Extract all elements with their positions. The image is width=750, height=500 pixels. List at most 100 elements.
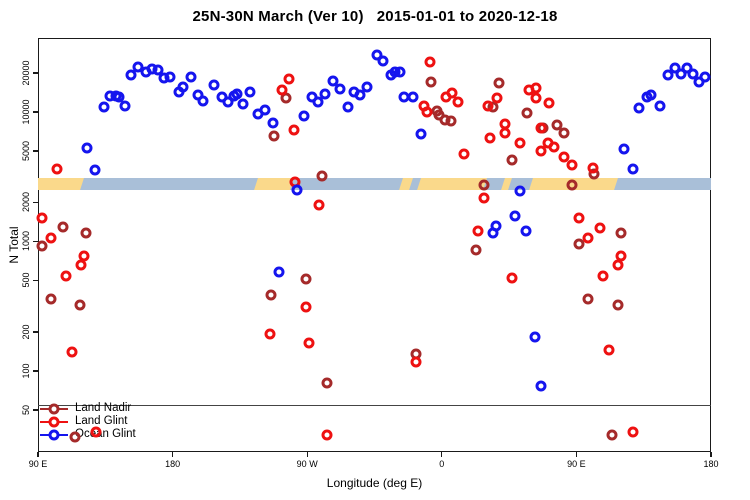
legend-item-ocean-glint: Ocean Glint: [40, 428, 136, 441]
data-point: [69, 431, 81, 443]
data-point: [445, 115, 457, 127]
data-point: [407, 91, 419, 103]
legend-circle-icon: [48, 416, 60, 427]
data-point: [244, 86, 256, 98]
data-point: [506, 272, 518, 284]
data-point: [675, 68, 687, 80]
data-point: [645, 89, 657, 101]
data-point: [119, 100, 131, 112]
data-point: [303, 337, 315, 349]
data-point: [699, 71, 711, 83]
data-point: [361, 81, 373, 93]
data-point: [421, 106, 433, 118]
data-point: [300, 273, 312, 285]
y-tick-label: 10000: [21, 99, 31, 125]
data-point: [535, 122, 546, 134]
y-tick-label: 200: [21, 324, 31, 340]
data-point: [530, 92, 542, 104]
data-point: [627, 163, 639, 175]
data-point: [89, 164, 101, 176]
data-point: [231, 88, 243, 100]
map-band-segment-ocean: [80, 177, 262, 190]
data-point: [265, 289, 277, 301]
data-point: [662, 69, 674, 81]
data-point: [75, 259, 87, 271]
x-tick-label: 90 E: [567, 459, 586, 469]
map-band-segment-ocean: [289, 177, 407, 190]
data-point: [472, 225, 484, 237]
data-point: [633, 102, 645, 114]
data-point: [548, 141, 560, 153]
x-tick-mark: [37, 452, 39, 457]
data-point: [535, 145, 546, 157]
x-tick-label: 0: [439, 459, 445, 469]
y-tick-label: 2000: [21, 192, 31, 213]
y-tick-mark: [33, 370, 38, 372]
x-tick-mark: [441, 452, 443, 457]
x-tick-label: 90 E: [28, 459, 48, 469]
data-point: [321, 377, 333, 389]
data-point: [45, 232, 57, 244]
x-tick-mark: [306, 452, 308, 457]
x-tick-mark: [171, 452, 174, 457]
data-point: [222, 96, 234, 108]
data-point: [80, 227, 92, 239]
data-point: [321, 429, 333, 441]
data-point: [615, 227, 627, 239]
data-point: [36, 240, 48, 252]
y-tick-mark: [33, 240, 38, 243]
data-point: [490, 220, 502, 232]
data-point: [669, 62, 681, 74]
data-point: [573, 212, 585, 224]
legend-marker: [40, 416, 68, 427]
data-point: [603, 344, 615, 356]
data-point: [90, 426, 102, 438]
data-point: [514, 185, 526, 197]
data-point: [482, 100, 494, 112]
data-point: [597, 270, 609, 282]
data-point: [415, 128, 427, 140]
data-point: [566, 159, 578, 171]
data-point: [113, 91, 125, 103]
legend-item-land-nadir: Land Nadir: [40, 402, 131, 415]
data-point: [520, 225, 532, 237]
data-point: [208, 79, 220, 91]
y-tick-label: 500: [21, 272, 31, 288]
legend-label: Land Nadir: [75, 402, 132, 414]
y-tick-label: 50: [21, 404, 31, 415]
data-point: [566, 179, 578, 191]
data-point: [319, 88, 331, 100]
data-point: [45, 293, 57, 305]
data-point: [300, 301, 312, 313]
map-band-segment-ocean: [614, 177, 711, 190]
legend-circle-icon: [48, 429, 60, 440]
legend-marker: [40, 403, 68, 414]
y-tick-mark: [33, 279, 38, 282]
data-point: [627, 426, 639, 438]
data-point: [298, 110, 310, 122]
data-point: [313, 199, 325, 211]
data-point: [484, 132, 496, 144]
data-point: [66, 346, 78, 358]
data-point: [535, 380, 546, 392]
data-point: [612, 259, 624, 271]
data-point: [371, 49, 383, 61]
y-axis-label: N Total: [7, 226, 21, 264]
y-tick-mark: [33, 409, 38, 411]
data-point: [587, 162, 599, 174]
data-point: [558, 127, 570, 139]
x-tick-label: 90 W: [296, 459, 318, 469]
data-point: [446, 87, 458, 99]
data-point: [582, 293, 594, 305]
data-point: [164, 71, 176, 83]
data-point: [478, 192, 490, 204]
y-tick-label: 1000: [21, 231, 31, 252]
data-point: [177, 81, 189, 93]
map-band: [38, 177, 711, 190]
data-point: [458, 148, 470, 160]
y-tick-mark: [33, 150, 38, 152]
data-point: [334, 83, 346, 95]
data-point: [618, 143, 630, 155]
data-point: [125, 69, 137, 81]
